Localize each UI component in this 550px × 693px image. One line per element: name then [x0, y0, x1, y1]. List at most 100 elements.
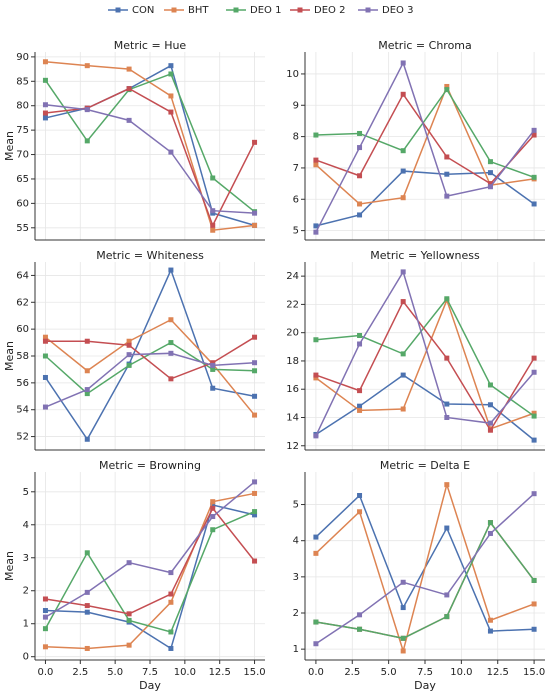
point [400, 406, 406, 412]
point [42, 102, 48, 108]
point [487, 170, 493, 176]
point [400, 351, 406, 357]
point [357, 407, 363, 413]
point [252, 368, 258, 374]
point [252, 210, 258, 216]
point [126, 362, 132, 368]
point [210, 514, 216, 520]
panel-title: Metric = Browning [99, 459, 201, 472]
point [400, 60, 406, 66]
point [313, 132, 319, 138]
point [84, 609, 90, 615]
point [252, 509, 258, 515]
point [487, 530, 493, 536]
legend-marker [233, 7, 239, 13]
point [313, 372, 319, 378]
series-line [45, 481, 256, 618]
point [357, 201, 363, 207]
x-tick-label: 7.5 [142, 667, 158, 678]
x-tick-label: 5.0 [107, 667, 123, 678]
panel-title: Metric = Whiteness [96, 249, 204, 262]
point [42, 626, 48, 632]
series-line [315, 521, 535, 640]
panel-title: Metric = Chroma [378, 39, 472, 52]
point [252, 512, 258, 518]
legend-label: DEO 1 [250, 5, 281, 16]
series-line [45, 64, 255, 227]
point [400, 195, 406, 201]
point [444, 87, 450, 93]
point [400, 579, 406, 585]
point [126, 560, 132, 566]
point [444, 414, 450, 420]
y-tick-label: 9 [293, 100, 299, 111]
y-tick-label: 20 [286, 328, 299, 339]
series-line [315, 84, 535, 205]
y-tick-label: 2 [23, 586, 29, 597]
point [313, 534, 319, 540]
point [252, 393, 258, 399]
x-tick-label: 0.0 [308, 667, 324, 678]
y-tick-label: 75 [16, 125, 29, 136]
point [210, 505, 216, 511]
y-axis-label: Mean [3, 551, 16, 581]
point [531, 201, 537, 207]
y-tick-label: 1 [23, 619, 29, 630]
point [531, 369, 537, 375]
y-tick-label: 85 [16, 76, 29, 87]
point [400, 299, 406, 305]
series-line [44, 318, 256, 416]
point [313, 229, 319, 235]
point [168, 93, 174, 99]
series-line [45, 336, 255, 380]
x-tick-label: 10.0 [450, 667, 472, 678]
point [313, 162, 319, 168]
x-tick-label: 0.0 [38, 667, 54, 678]
point [357, 333, 363, 339]
point [487, 402, 493, 408]
series-line [315, 493, 535, 645]
point [531, 491, 537, 497]
panel-title: Metric = Yellowness [370, 249, 480, 262]
point [487, 181, 493, 187]
y-axis-label: Mean [3, 341, 16, 371]
y-tick-label: 3 [293, 572, 299, 583]
point [313, 223, 319, 229]
point [444, 154, 450, 160]
panel: Metric = Hue 55 60 65 70 75 80 85 90 Mean [3, 39, 265, 241]
point [84, 107, 90, 113]
point [252, 360, 258, 366]
x-tick-label: 15.0 [243, 667, 265, 678]
legend-marker [365, 7, 371, 13]
point [357, 403, 363, 409]
point [357, 145, 363, 151]
legend-entry: DEO 3 [358, 5, 413, 16]
y-tick-label: 1 [293, 644, 299, 655]
panel: Metric = Chroma 5 6 7 8 9 10 [286, 39, 545, 241]
point [487, 382, 493, 388]
point [168, 645, 174, 651]
y-tick-label: 54 [16, 405, 29, 416]
point [531, 174, 537, 180]
series-line [315, 374, 535, 441]
point [42, 77, 48, 83]
point [84, 603, 90, 609]
point [400, 605, 406, 611]
point [42, 338, 48, 344]
series-line [44, 268, 255, 441]
series-line [315, 88, 535, 179]
point [168, 63, 174, 69]
y-tick-label: 10 [286, 69, 299, 80]
legend-entry: BHT [164, 5, 209, 16]
series-line [45, 352, 255, 408]
point [168, 376, 174, 382]
y-tick-label: 90 [16, 52, 29, 63]
point [357, 509, 363, 515]
point [444, 296, 450, 302]
point [84, 338, 90, 344]
point [84, 589, 90, 595]
point [210, 362, 216, 368]
point [42, 374, 48, 380]
series-line [45, 506, 256, 615]
point [168, 591, 174, 597]
